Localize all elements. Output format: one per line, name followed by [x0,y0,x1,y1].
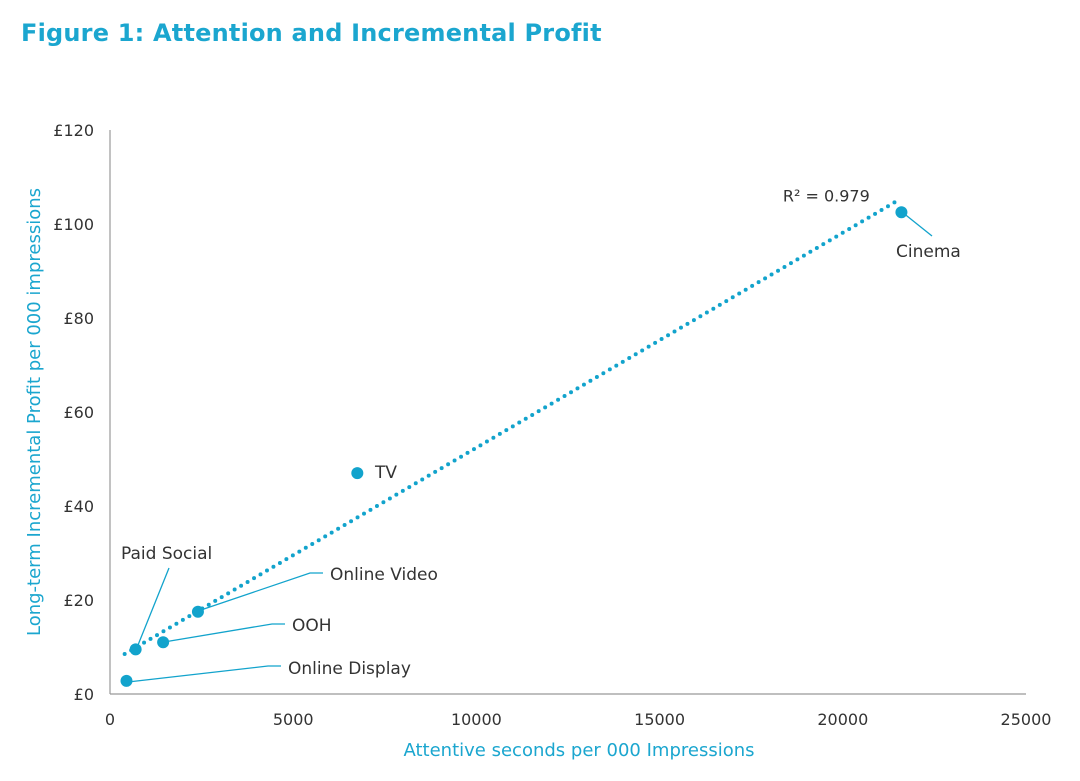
x-tick-label: 0 [105,710,115,729]
leader-line-paid-social [135,567,170,651]
label-ooh: OOH [292,616,332,636]
point-online-display [120,674,133,687]
trendline-group [122,198,900,657]
label-paid-social: Paid Social [121,544,212,564]
x-axis-title: Attentive seconds per 000 Impressions [404,740,755,761]
y-tick-label: £40 [63,497,94,516]
trendline [122,198,900,657]
point-labels: Online Display Paid Social OOH Online Video… [121,242,961,679]
point-cinema [895,206,908,219]
label-online-display: Online Display [288,659,411,679]
x-tick-label: 25000 [1001,710,1052,729]
leader-line-cinema [901,211,933,237]
point-tv [351,467,364,480]
y-tick-label: £120 [53,121,94,140]
y-axis-ticks: £0 £20 £40 £60 £80 £100 £120 [53,121,94,704]
x-tick-label: 10000 [451,710,502,729]
y-tick-label: £0 [74,685,94,704]
x-tick-label: 5000 [273,710,314,729]
leader-line-online-video [197,572,323,612]
leader-line-ooh [163,623,285,643]
y-tick-label: £80 [63,309,94,328]
chart-title: Figure 1: Attention and Incremental Prof… [21,19,602,47]
x-tick-label: 15000 [634,710,685,729]
point-online-video [191,605,204,618]
y-tick-label: £20 [63,591,94,610]
label-tv: TV [374,463,397,483]
y-tick-label: £60 [63,403,94,422]
point-ooh [157,636,170,649]
r-squared-label: R² = 0.979 [783,187,870,206]
x-axis-ticks: 0 5000 10000 15000 20000 25000 [105,710,1052,729]
data-points [120,206,908,687]
leader-line-online-display [127,665,281,683]
leader-lines [127,211,933,683]
label-cinema: Cinema [896,242,961,262]
axes [109,130,1026,695]
y-tick-label: £100 [53,215,94,234]
point-paid-social [129,643,142,656]
y-axis-title: Long-term Incremental Profit per 000 imp… [24,188,45,636]
x-tick-label: 20000 [817,710,868,729]
label-online-video: Online Video [330,565,438,585]
